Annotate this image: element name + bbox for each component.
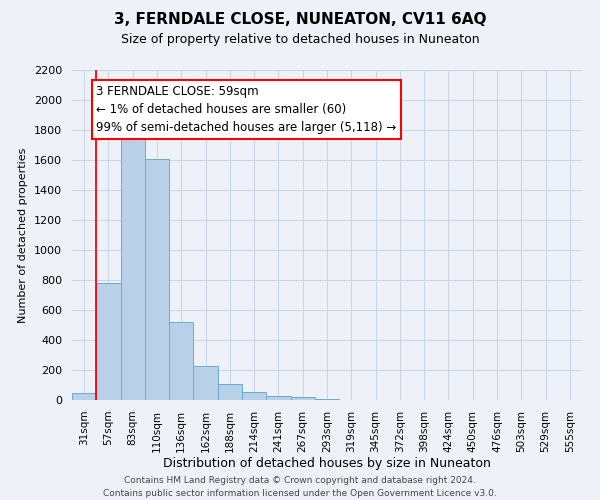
Bar: [96, 283, 121, 400]
Text: 3 FERNDALE CLOSE: 59sqm
← 1% of detached houses are smaller (60)
99% of semi-det: 3 FERNDALE CLOSE: 59sqm ← 1% of detached…: [96, 85, 397, 134]
Bar: [145, 158, 169, 400]
X-axis label: Distribution of detached houses by size in Nuneaton: Distribution of detached houses by size …: [163, 458, 491, 470]
Y-axis label: Number of detached properties: Number of detached properties: [19, 148, 28, 322]
Text: Contains HM Land Registry data © Crown copyright and database right 2024.
Contai: Contains HM Land Registry data © Crown c…: [103, 476, 497, 498]
Bar: [169, 322, 193, 400]
Text: 3, FERNDALE CLOSE, NUNEATON, CV11 6AQ: 3, FERNDALE CLOSE, NUNEATON, CV11 6AQ: [114, 12, 486, 28]
Bar: [242, 392, 266, 400]
Bar: [266, 396, 290, 400]
Bar: [72, 392, 96, 400]
Bar: [193, 366, 218, 400]
Bar: [290, 398, 315, 400]
Bar: [218, 384, 242, 400]
Text: Size of property relative to detached houses in Nuneaton: Size of property relative to detached ho…: [121, 32, 479, 46]
Bar: [315, 398, 339, 400]
Bar: [121, 127, 145, 400]
